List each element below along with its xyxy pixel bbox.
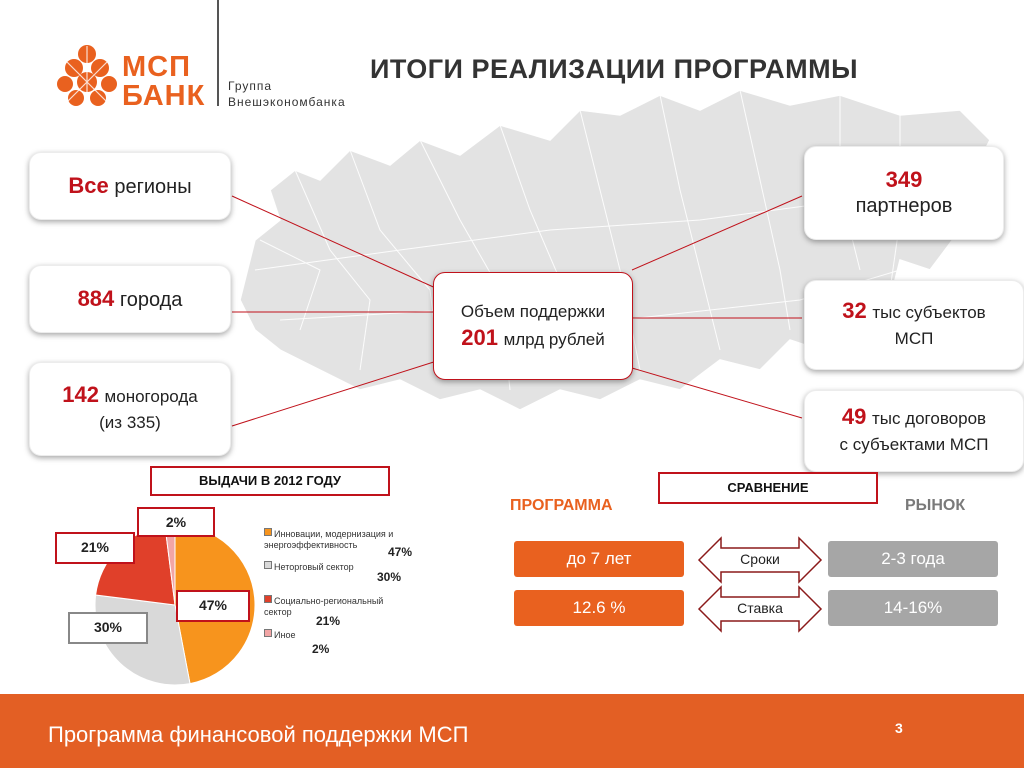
page-number: 3: [895, 720, 903, 736]
support-text: млрд рублей: [503, 330, 605, 349]
term-double-arrow-icon: [697, 536, 823, 584]
legend-swatch-icon: [264, 629, 272, 637]
regions-num: Все: [68, 172, 109, 198]
legend-swatch-icon: [264, 595, 272, 603]
market-header: РЫНОК: [905, 497, 966, 514]
logo-wordmark: МСП БАНК: [122, 53, 205, 111]
logo-group-text: Группа Внешэкономбанка: [228, 78, 346, 110]
subjects-text: тыс субъектов: [872, 303, 986, 322]
legend-item-other: Иное: [264, 629, 404, 641]
legend-label-nontrade: Неторговый сектор: [274, 562, 354, 572]
regions-text: регионы: [114, 175, 192, 198]
legend-swatch-icon: [264, 528, 272, 536]
market-rate-pill: 14-16%: [828, 590, 998, 626]
cities-text: города: [119, 288, 183, 311]
legend-label-other: Иное: [274, 630, 296, 640]
card-support-volume: Объем поддержки 201 млрд рублей: [433, 272, 633, 380]
monocities-sub: (из 335): [99, 413, 161, 432]
card-monocities: 142 моногорода (из 335): [29, 362, 231, 456]
legend-item-social: Социально-региональный сектор: [264, 595, 394, 618]
rate-label: Ставка: [737, 600, 783, 616]
card-partners: 349 партнеров: [804, 146, 1004, 240]
support-num: 201: [461, 325, 499, 350]
subjects-text2: МСП: [894, 329, 934, 348]
market-term-pill: 2-3 года: [828, 541, 998, 577]
legend-swatch-icon: [264, 561, 272, 569]
support-line1: Объем поддержки: [460, 302, 606, 321]
partners-text: партнеров: [855, 195, 953, 217]
legend-label-innovation: Инновации, модернизация и энергоэффектив…: [264, 529, 394, 550]
card-regions: Все регионы: [29, 152, 231, 220]
legend-label-social: Социально-региональный сектор: [264, 596, 384, 617]
legend-value-nontrade: 30%: [377, 570, 402, 584]
legend-value-social: 21%: [316, 614, 341, 628]
pie-callout-innovation: 47%: [176, 590, 250, 622]
partners-num: 349: [885, 167, 923, 192]
logo-group-line1: Группа: [228, 79, 273, 93]
comparison-title: СРАВНЕНИЕ: [658, 472, 878, 504]
logo-divider: [217, 0, 219, 106]
contracts-text: тыс договоров: [871, 409, 987, 428]
legend-item-innovation: Инновации, модернизация и энергоэффектив…: [264, 528, 404, 551]
card-subjects: 32 тыс субъектов МСП: [804, 280, 1024, 370]
contracts-text2: с субъектами МСП: [839, 435, 989, 454]
pie-callout-other: 2%: [137, 507, 215, 537]
msp-bank-logo-icon: [57, 45, 117, 106]
monocities-num: 142: [62, 382, 99, 407]
pie-callout-nontrade: 30%: [68, 612, 148, 644]
footer-bar: [0, 694, 1024, 768]
legend-value-innovation: 47%: [388, 545, 413, 559]
rate-double-arrow-icon: [697, 585, 823, 633]
program-term-pill: до 7 лет: [514, 541, 684, 577]
cities-num: 884: [77, 285, 115, 311]
logo-line-msp: МСП: [122, 51, 191, 83]
legend-value-other: 2%: [312, 642, 330, 656]
logo-group-line2: Внешэкономбанка: [228, 95, 346, 109]
legend-item-nontrade: Неторговый сектор: [264, 561, 404, 573]
footer-text: Программа финансовой поддержки МСП: [48, 722, 469, 747]
subjects-num: 32: [842, 298, 867, 323]
monocities-text: моногорода: [104, 387, 198, 406]
term-label: Сроки: [740, 551, 780, 567]
card-cities: 884 города: [29, 265, 231, 333]
contracts-num: 49: [841, 404, 867, 429]
issuance-title: ВЫДАЧИ В 2012 ГОДУ: [150, 466, 390, 496]
card-contracts: 49 тыс договоров с субъектами МСП: [804, 390, 1024, 472]
logo-line-bank: БАНК: [122, 80, 206, 112]
page-title: ИТОГИ РЕАЛИЗАЦИИ ПРОГРАММЫ: [370, 54, 859, 84]
program-rate-pill: 12.6 %: [514, 590, 684, 626]
pie-callout-social: 21%: [55, 532, 135, 564]
program-header: ПРОГРАММА: [510, 497, 613, 514]
